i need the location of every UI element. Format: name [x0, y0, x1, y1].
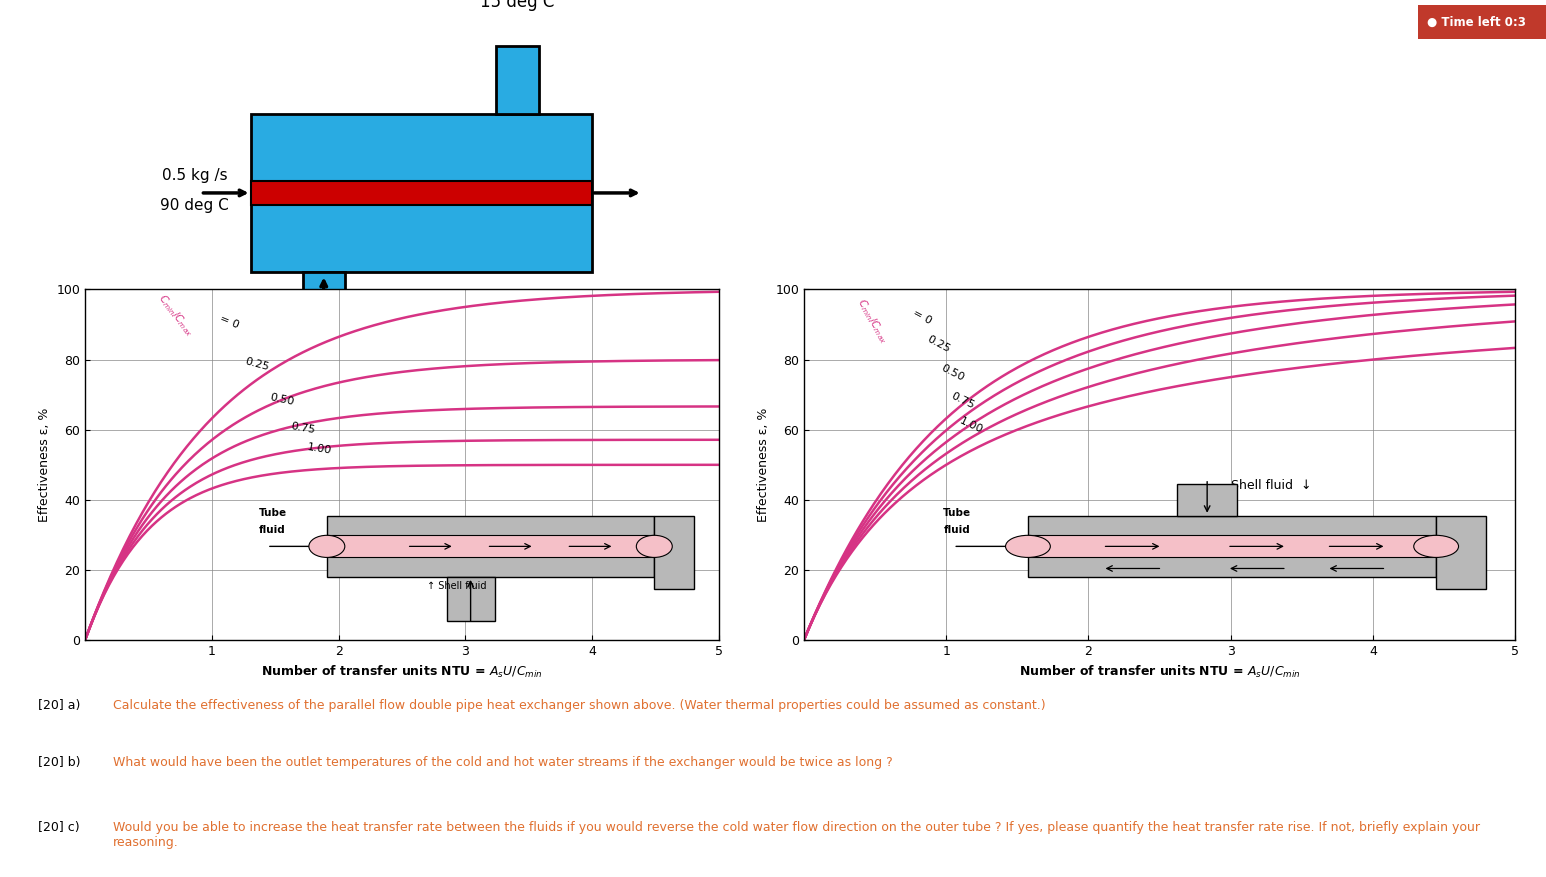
Bar: [252, 182, 592, 204]
X-axis label: Number of transfer units NTU = $A_sU/C_{min}$: Number of transfer units NTU = $A_sU/C_{…: [261, 664, 543, 680]
Text: = 0: = 0: [218, 313, 240, 330]
Text: 1.00: 1.00: [306, 443, 332, 456]
Y-axis label: Effectiveness ε, %: Effectiveness ε, %: [756, 408, 770, 522]
Text: 15 deg C: 15 deg C: [481, 0, 555, 11]
Bar: [496, 46, 540, 114]
Bar: [252, 114, 592, 272]
Text: $C_{min}/C_{max}$: $C_{min}/C_{max}$: [853, 296, 890, 346]
Text: 10 deg C: 10 deg C: [286, 367, 360, 386]
Text: ● Time left 0:3: ● Time left 0:3: [1427, 16, 1526, 28]
Bar: [303, 272, 345, 330]
Text: = 0: = 0: [911, 309, 932, 326]
Text: [20] c): [20] c): [39, 821, 80, 833]
Y-axis label: Effectiveness ε, %: Effectiveness ε, %: [37, 408, 51, 522]
Text: 0.25: 0.25: [244, 356, 271, 372]
Text: Shell fluid  ↓: Shell fluid ↓: [1231, 480, 1311, 492]
Text: 0.50: 0.50: [269, 392, 295, 407]
Text: What would have been the outlet temperatures of the cold and hot water streams i: What would have been the outlet temperat…: [113, 756, 892, 769]
Text: 0.25: 0.25: [925, 334, 951, 354]
Text: 1 kg / s: 1 kg / s: [294, 393, 354, 411]
X-axis label: Number of transfer units NTU = $A_sU/C_{min}$: Number of transfer units NTU = $A_sU/C_{…: [1019, 664, 1300, 680]
Text: 0.75: 0.75: [291, 421, 317, 435]
Text: 0.50: 0.50: [938, 362, 966, 382]
Text: 90 deg C: 90 deg C: [161, 198, 229, 213]
Text: Calculate the effectiveness of the parallel flow double pipe heat exchanger show: Calculate the effectiveness of the paral…: [113, 700, 1045, 712]
Text: 1.00: 1.00: [957, 416, 985, 435]
Text: [20] b): [20] b): [39, 756, 80, 769]
Text: 0.5 kg /s: 0.5 kg /s: [162, 168, 227, 183]
Text: 0.75: 0.75: [949, 391, 976, 410]
Text: $C_{min}/C_{max}$: $C_{min}/C_{max}$: [155, 291, 196, 339]
Text: Would you be able to increase the heat transfer rate between the fluids if you w: Would you be able to increase the heat t…: [113, 821, 1480, 849]
Text: [20] a): [20] a): [39, 700, 80, 712]
